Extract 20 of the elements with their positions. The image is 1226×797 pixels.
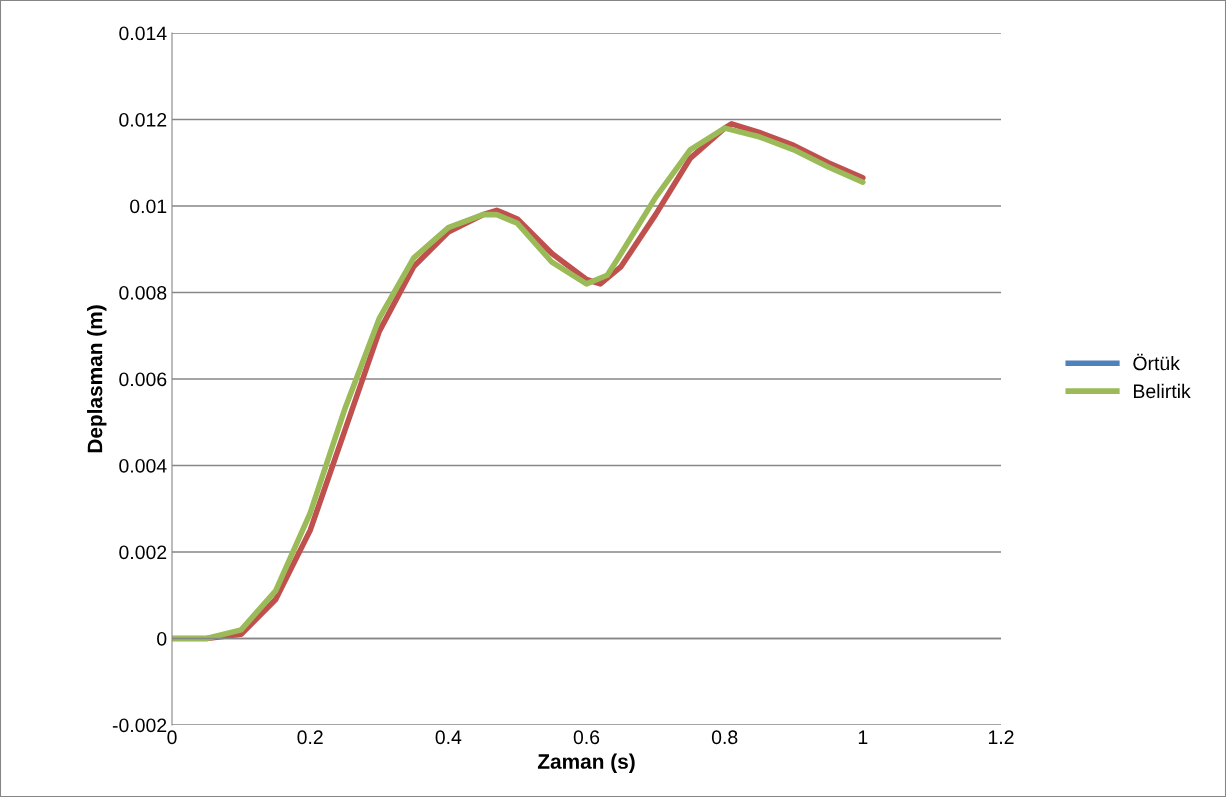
x-tick-label: 0.8 (711, 730, 738, 745)
y-tick-label: 0.004 (119, 458, 167, 473)
y-tick-label: 0.008 (119, 285, 167, 300)
y-tick-label: 0.006 (119, 372, 167, 387)
legend-label: Örtük (1133, 353, 1180, 371)
y-tick-label: 0.014 (119, 26, 167, 41)
x-tick-label: 1.2 (988, 730, 1014, 744)
y-tick-label: -0.002 (112, 718, 167, 733)
y-tick-label: 0.01 (130, 199, 167, 214)
x-tick-label: 0.6 (573, 730, 600, 745)
x-tick-label: 0 (167, 730, 177, 745)
legend-label: Belirtik (1134, 383, 1191, 399)
y-tick-label: 0.012 (119, 112, 167, 127)
x-tick-label: 0.2 (297, 730, 323, 745)
y-axis-title: Deplasman (m) (87, 305, 107, 453)
y-tick-label: 0.002 (119, 545, 167, 560)
x-axis-title: Zaman (s) (537, 753, 635, 773)
x-tick-label: 0.4 (435, 730, 462, 745)
x-tick-label: 1 (858, 730, 868, 744)
y-tick-label: 0 (157, 631, 167, 646)
